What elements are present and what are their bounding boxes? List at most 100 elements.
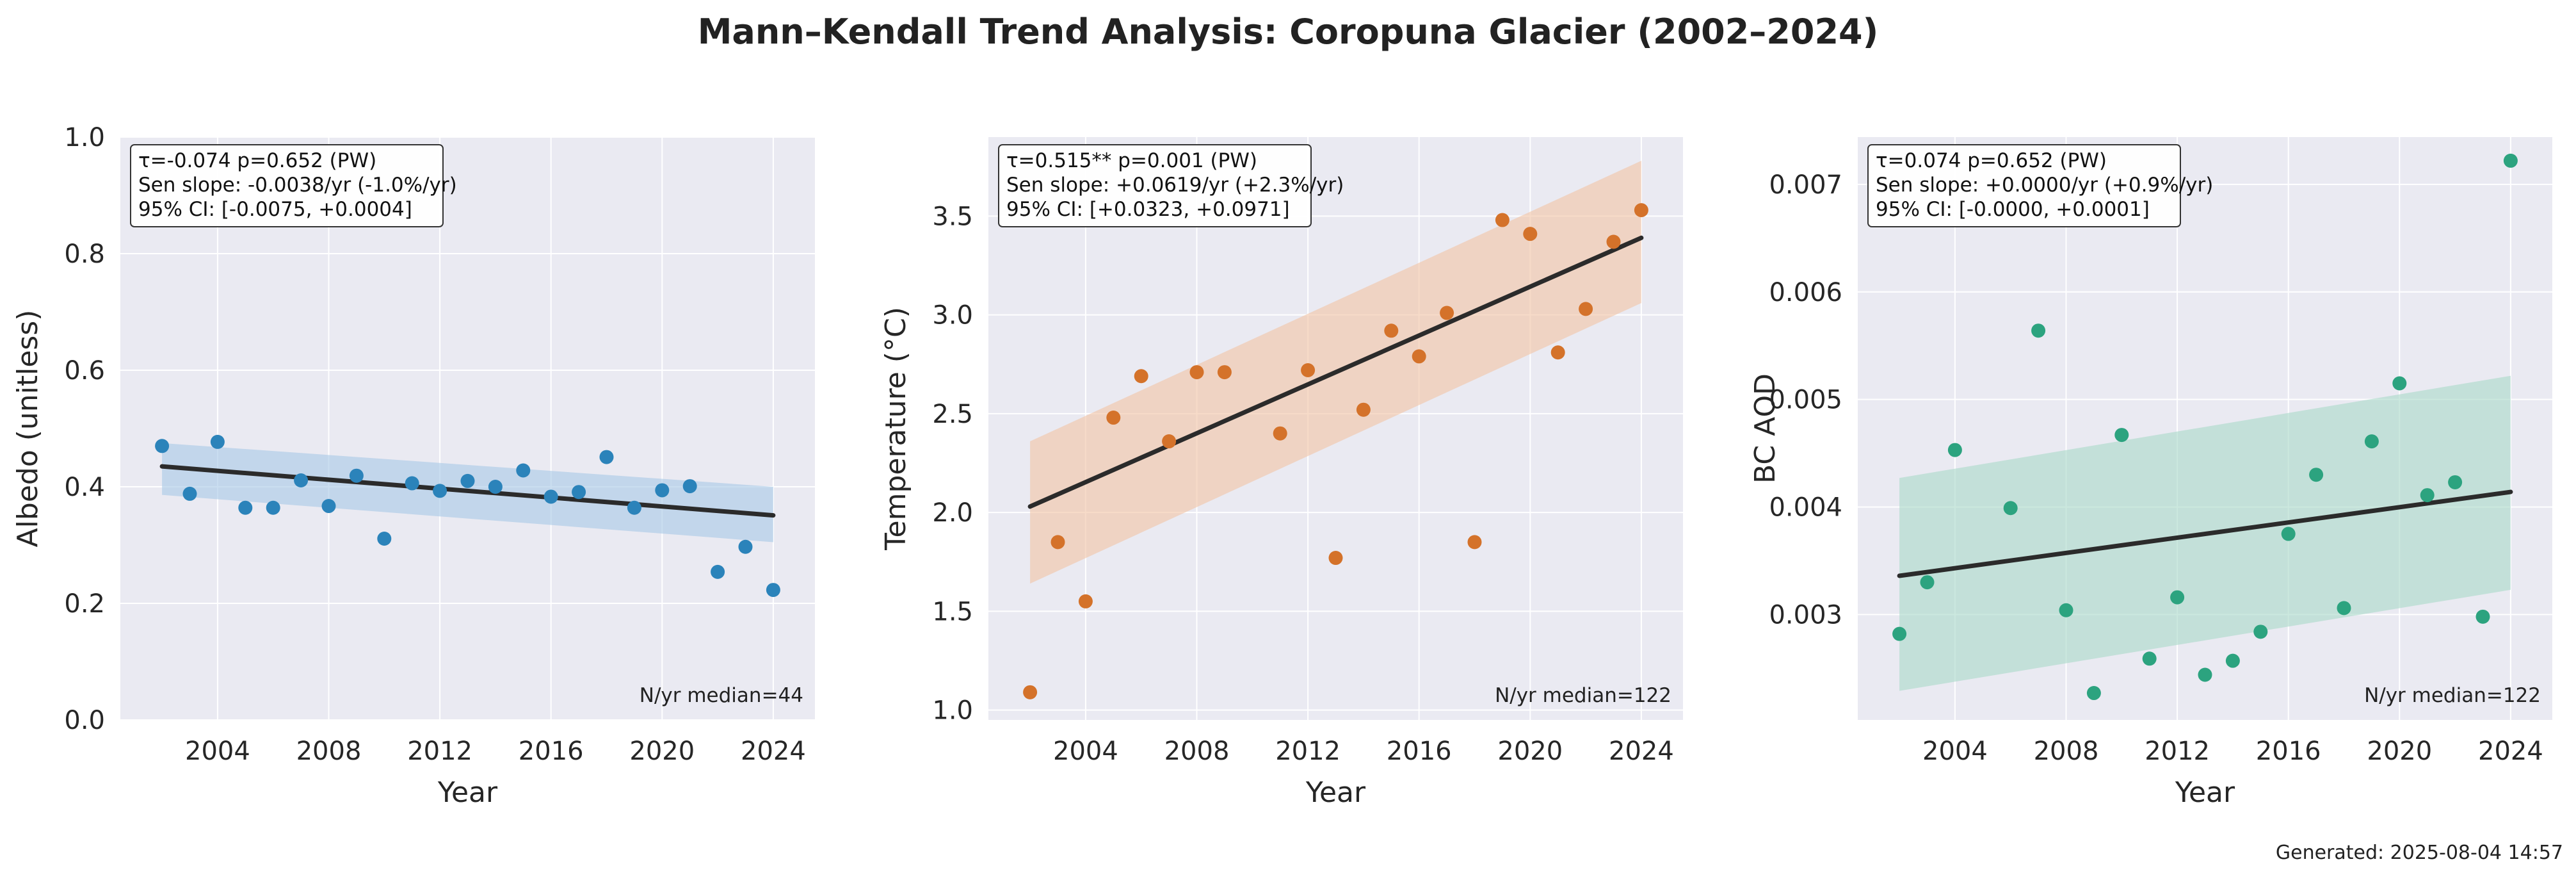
temperature-data-point bbox=[1606, 234, 1621, 249]
temperature-y-tick-label: 1.5 bbox=[932, 597, 973, 626]
bc-aod-data-point bbox=[2475, 609, 2490, 624]
albedo-x-tick-label: 2020 bbox=[629, 737, 695, 766]
bc-aod-stats-line: Sen slope: +0.0000/yr (+0.9%/yr) bbox=[1876, 174, 2213, 197]
temperature-data-point bbox=[1078, 594, 1093, 608]
albedo-x-tick-label: 2004 bbox=[185, 737, 250, 766]
temperature-data-point bbox=[1273, 426, 1287, 441]
bc-aod-x-tick-label: 2004 bbox=[1922, 737, 1988, 766]
albedo-y-tick-label: 0.8 bbox=[64, 240, 105, 269]
albedo-plot-area bbox=[120, 137, 815, 720]
albedo-data-point bbox=[627, 500, 641, 515]
bc-aod-y-tick-label: 0.004 bbox=[1769, 493, 1842, 523]
temperature-x-tick-label: 2016 bbox=[1387, 737, 1452, 766]
bc-aod-data-point bbox=[1920, 575, 1935, 590]
bc-aod-data-point bbox=[2086, 686, 2101, 701]
albedo-data-point bbox=[155, 439, 170, 453]
bc-aod-x-tick-label: 2020 bbox=[2367, 737, 2432, 766]
albedo-data-point bbox=[488, 480, 503, 494]
albedo-data-point bbox=[405, 476, 419, 491]
temperature-data-point bbox=[1106, 411, 1121, 425]
temperature-data-point bbox=[1023, 685, 1038, 699]
bc-aod-y-tick-label: 0.005 bbox=[1769, 386, 1842, 415]
bc-aod-data-point bbox=[2364, 434, 2379, 449]
albedo-y-tick-label: 0.2 bbox=[64, 589, 105, 619]
albedo-data-point bbox=[738, 539, 753, 554]
albedo-y-axis-label: Albedo (unitless) bbox=[12, 310, 44, 548]
albedo-data-point bbox=[210, 434, 225, 449]
bc-aod-x-tick-label: 2016 bbox=[2256, 737, 2321, 766]
albedo-data-point bbox=[599, 450, 614, 464]
temperature-y-tick-label: 3.0 bbox=[932, 301, 973, 330]
temperature-stats-box bbox=[998, 144, 1312, 227]
albedo-data-point bbox=[543, 489, 558, 504]
albedo-data-point bbox=[266, 500, 280, 515]
albedo-data-point bbox=[433, 484, 447, 498]
bc-aod-data-point bbox=[2225, 653, 2240, 668]
bc-aod-data-point bbox=[2337, 601, 2351, 616]
bc-aod-stats-box bbox=[1867, 144, 2181, 227]
bc-aod-data-point bbox=[2142, 651, 2157, 666]
temperature-data-point bbox=[1467, 535, 1482, 550]
albedo-data-point bbox=[655, 483, 670, 498]
generated-timestamp: Generated: 2025-08-04 14:57 bbox=[2275, 842, 2563, 864]
temperature-data-point bbox=[1412, 349, 1426, 364]
temperature-data-point bbox=[1356, 402, 1371, 417]
bc-aod-data-point bbox=[2503, 153, 2518, 168]
temperature-x-tick-label: 2012 bbox=[1275, 737, 1340, 766]
albedo-data-point bbox=[182, 486, 197, 501]
albedo-x-tick-label: 2012 bbox=[407, 737, 472, 766]
albedo-trend-line bbox=[159, 464, 776, 518]
temperature-x-tick-label: 2008 bbox=[1164, 737, 1230, 766]
bc-aod-data-point bbox=[2003, 501, 2018, 516]
temperature-x-tick-label: 2024 bbox=[1609, 737, 1674, 766]
temperature-data-point bbox=[1634, 203, 1648, 218]
temperature-x-axis-label: Year bbox=[1305, 776, 1366, 809]
temperature-data-point bbox=[1495, 213, 1509, 227]
temperature-stats-line: τ=0.515** p=0.001 (PW) bbox=[1006, 149, 1257, 172]
temperature-x-tick-label: 2020 bbox=[1497, 737, 1563, 766]
albedo-data-point bbox=[321, 499, 336, 514]
temperature-data-point bbox=[1384, 323, 1399, 338]
temperature-data-point bbox=[1189, 365, 1204, 380]
albedo-data-point bbox=[516, 463, 531, 478]
albedo-data-point bbox=[682, 479, 697, 494]
temperature-trend-line bbox=[1027, 235, 1644, 509]
albedo-data-point bbox=[711, 564, 725, 579]
albedo-data-point bbox=[766, 583, 780, 598]
bc-aod-stats-line: 95% CI: [-0.0000, +0.0001] bbox=[1876, 198, 2150, 221]
albedo-panel: 2004 2008 2012 2016 2020 2024 0.0 0.2 0.4 0.6 0.8 1… bbox=[12, 123, 815, 809]
albedo-stats-line: 95% CI: [-0.0075, +0.0004] bbox=[138, 198, 412, 221]
albedo-stats-line: τ=-0.074 p=0.652 (PW) bbox=[138, 149, 376, 172]
temperature-data-point bbox=[1217, 365, 1232, 380]
bc-aod-trend-line bbox=[1897, 489, 2513, 578]
bc-aod-y-axis-label: BC AOD bbox=[1749, 373, 1782, 484]
albedo-x-tick-label: 2024 bbox=[741, 737, 806, 766]
temperature-y-tick-label: 2.5 bbox=[932, 400, 973, 429]
temperature-x-tick-label: 2004 bbox=[1053, 737, 1118, 766]
bc-aod-data-point bbox=[1892, 626, 1907, 641]
temperature-data-point bbox=[1162, 434, 1177, 449]
temperature-stats-line: 95% CI: [+0.0323, +0.0971] bbox=[1006, 198, 1290, 221]
albedo-y-tick-label: 1.0 bbox=[64, 123, 105, 152]
bc-aod-data-point bbox=[2198, 667, 2212, 682]
bc-aod-y-tick-label: 0.007 bbox=[1769, 170, 1842, 200]
bc-aod-y-tick-label: 0.003 bbox=[1769, 600, 1842, 630]
temperature-y-tick-label: 3.5 bbox=[932, 202, 973, 231]
bc-aod-y-tick-label: 0.006 bbox=[1769, 278, 1842, 307]
temperature-data-point bbox=[1579, 302, 1593, 316]
bc-aod-data-point bbox=[2031, 323, 2046, 338]
albedo-stats-line: Sen slope: -0.0038/yr (-1.0%/yr) bbox=[138, 174, 457, 197]
bc-aod-data-point bbox=[2170, 590, 2185, 605]
temperature-y-axis-label: Temperature (°C) bbox=[880, 307, 912, 551]
albedo-data-point bbox=[460, 473, 475, 488]
albedo-data-point bbox=[294, 473, 309, 487]
bc-aod-data-point bbox=[1947, 443, 1962, 457]
bc-aod-x-tick-label: 2008 bbox=[2034, 737, 2099, 766]
temperature-data-point bbox=[1301, 363, 1316, 377]
temperature-y-tick-label: 1.0 bbox=[932, 696, 973, 726]
bc-aod-data-point bbox=[2420, 488, 2435, 503]
temperature-panel: 2004 2008 2012 2016 2020 2024 1.0 1.5 2.0 2.5 3.0 3… bbox=[880, 137, 1683, 809]
albedo-nyr-annotation: N/yr median=44 bbox=[640, 684, 803, 707]
albedo-y-tick-label: 0.0 bbox=[64, 706, 105, 735]
